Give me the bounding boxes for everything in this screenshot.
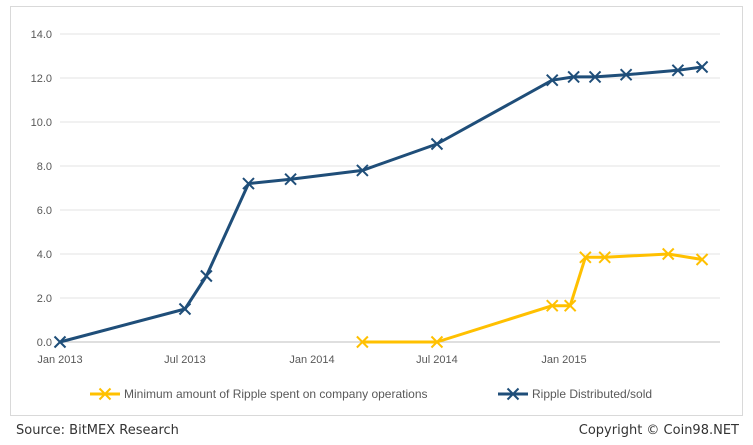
data-point-marker: [430, 137, 444, 151]
data-point-marker: [579, 251, 592, 264]
data-point-marker: [284, 172, 297, 186]
data-point-marker: [546, 299, 559, 312]
x-tick-label: Jul 2013: [164, 354, 206, 366]
series-ripple-distributed-sold: [53, 60, 709, 349]
x-axis-tick-labels: Jan 2013 Jul 2013 Jan 2014 Jul 2014 Jan 2015: [37, 354, 586, 366]
legend-marker: [98, 387, 112, 401]
data-point-marker: [563, 299, 577, 312]
legend-label: Ripple Distributed/sold: [532, 387, 652, 401]
data-point-marker: [53, 335, 67, 349]
data-point-marker: [242, 177, 255, 190]
legend: Minimum amount of Ripple spent on compan…: [90, 387, 652, 401]
data-point-marker: [567, 70, 580, 84]
data-point-marker: [200, 269, 213, 283]
series-layer: [53, 60, 709, 349]
y-tick-label: 14.0: [31, 29, 52, 41]
y-tick-label: 0.0: [37, 337, 52, 349]
y-tick-label: 12.0: [31, 73, 52, 85]
data-point-marker: [430, 335, 444, 349]
data-point-marker: [695, 60, 709, 74]
data-point-marker: [598, 251, 611, 264]
data-point-marker: [695, 253, 709, 266]
x-tick-label: Jan 2014: [289, 354, 334, 366]
y-tick-label: 8.0: [37, 161, 52, 173]
data-point-marker: [356, 335, 369, 349]
y-tick-label: 2.0: [37, 293, 52, 305]
data-point-marker: [546, 73, 559, 87]
data-point-marker: [356, 164, 369, 177]
series-line: [362, 252, 703, 344]
y-axis-tick-labels: 0.0 2.0 4.0 6.0 8.0 10.0 12.0 14.0: [31, 29, 52, 349]
legend-marker: [506, 387, 520, 401]
data-point-marker: [671, 64, 685, 77]
data-point-marker: [662, 247, 675, 261]
gridlines: [60, 33, 720, 343]
legend-item: Minimum amount of Ripple spent on compan…: [90, 387, 428, 401]
y-tick-label: 4.0: [37, 249, 52, 261]
legend-label: Minimum amount of Ripple spent on compan…: [124, 387, 428, 401]
data-point-marker: [178, 302, 192, 316]
legend-item: Ripple Distributed/sold: [498, 387, 652, 401]
x-tick-label: Jan 2015: [541, 354, 586, 366]
y-tick-label: 6.0: [37, 205, 52, 217]
source-note: Source: BitMEX Research: [16, 423, 179, 438]
series-line: [59, 65, 703, 344]
x-tick-label: Jan 2013: [37, 354, 82, 366]
y-tick-label: 10.0: [31, 117, 52, 129]
copyright-note: Copyright © Coin98.NET: [578, 423, 739, 438]
data-point-marker: [619, 68, 633, 81]
series-minimum-amount-of-ripple-spent-on-company-operations: [356, 247, 709, 349]
x-tick-label: Jul 2014: [416, 354, 458, 366]
data-point-marker: [588, 70, 602, 84]
